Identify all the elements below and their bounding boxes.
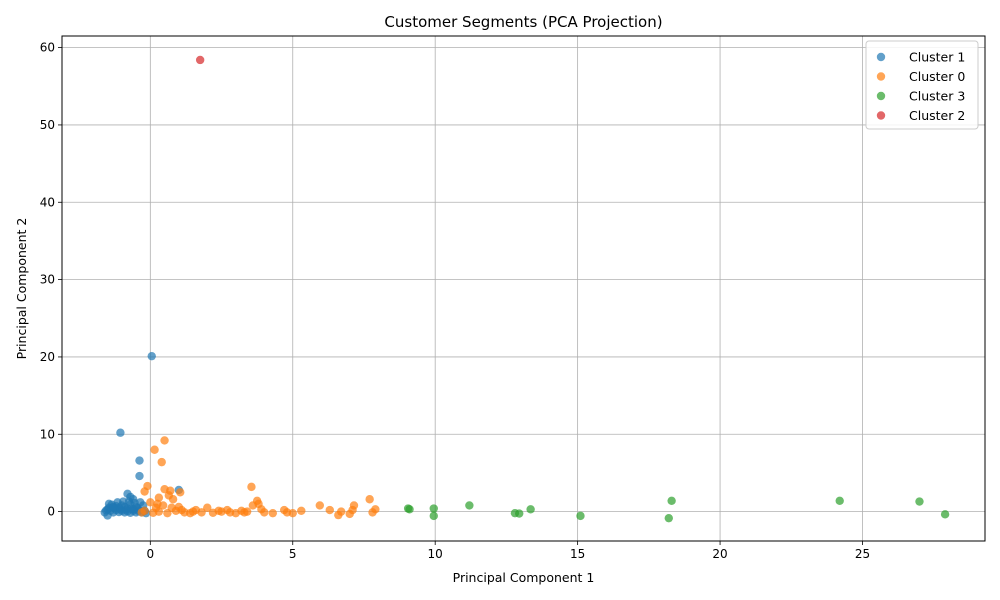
point-cluster-0 — [223, 505, 232, 515]
point-cluster-2 — [195, 55, 205, 65]
legend-marker-cluster-1 — [876, 52, 886, 62]
point-cluster-0 — [297, 506, 306, 516]
point-cluster-0 — [137, 508, 146, 517]
legend-label-cluster-3: Cluster 3 — [909, 89, 965, 104]
point-cluster-0 — [167, 503, 176, 512]
point-cluster-0 — [160, 436, 169, 445]
point-cluster-0 — [185, 508, 195, 518]
point-cluster-3 — [526, 505, 535, 514]
point-cluster-3 — [915, 497, 924, 506]
y-tick-label: 0 — [47, 505, 55, 519]
x-tick-label: 10 — [428, 547, 443, 561]
point-cluster-3 — [664, 513, 673, 523]
x-tick-label: 20 — [712, 547, 727, 561]
legend: Cluster 1 Cluster 0 Cluster 3 Cluster 2 — [865, 40, 979, 130]
point-cluster-0 — [345, 509, 354, 519]
chart-title: Customer Segments (PCA Projection) — [384, 13, 662, 31]
point-cluster-3 — [576, 511, 585, 521]
y-tick-label: 40 — [40, 195, 55, 209]
point-cluster-3 — [667, 496, 676, 505]
point-cluster-1 — [135, 456, 144, 465]
plot-frame — [61, 35, 986, 542]
point-cluster-1 — [109, 502, 118, 512]
point-cluster-0 — [268, 508, 278, 518]
point-cluster-0 — [288, 508, 297, 518]
point-cluster-3 — [429, 504, 438, 513]
point-cluster-0 — [148, 508, 158, 517]
point-cluster-1 — [101, 506, 111, 515]
point-cluster-1 — [124, 497, 134, 506]
point-cluster-3 — [405, 505, 414, 514]
legend-label-cluster-2: Cluster 2 — [909, 108, 965, 123]
point-cluster-3 — [465, 501, 474, 510]
legend-marker-cluster-0 — [876, 72, 886, 81]
y-axis-label: Principal Component 2 — [14, 218, 29, 360]
y-tick-label: 60 — [40, 41, 55, 55]
point-cluster-0 — [140, 487, 149, 496]
point-cluster-0 — [157, 457, 166, 467]
point-cluster-0 — [168, 495, 178, 504]
point-cluster-0 — [177, 505, 186, 515]
point-cluster-0 — [315, 501, 325, 510]
y-tick-label: 50 — [40, 118, 55, 132]
point-cluster-0 — [231, 508, 240, 518]
y-tick-label: 30 — [40, 273, 55, 287]
point-cluster-1 — [135, 471, 144, 481]
point-cluster-3 — [835, 496, 844, 505]
point-cluster-0 — [248, 501, 258, 510]
point-cluster-0 — [240, 508, 249, 517]
point-cluster-0 — [247, 482, 256, 492]
grid — [62, 36, 985, 541]
point-cluster-0 — [368, 508, 377, 517]
y-tick-label: 20 — [40, 350, 55, 364]
x-tick-label: 0 — [146, 547, 154, 561]
legend-label-cluster-0: Cluster 0 — [909, 69, 965, 84]
point-cluster-1 — [116, 428, 125, 437]
point-cluster-0 — [325, 505, 334, 515]
legend-label-cluster-1: Cluster 1 — [909, 50, 965, 65]
point-cluster-1 — [147, 351, 156, 361]
data-points — [100, 55, 950, 523]
x-tick-label: 15 — [570, 547, 585, 561]
x-axis-label: Principal Component 1 — [453, 570, 595, 585]
point-cluster-0 — [153, 499, 162, 509]
x-tick-label: 5 — [289, 547, 297, 561]
point-cluster-0 — [176, 488, 185, 497]
point-cluster-0 — [257, 505, 266, 514]
point-cluster-0 — [214, 506, 223, 516]
point-cluster-3 — [429, 511, 438, 521]
point-cluster-0 — [150, 445, 159, 454]
point-cluster-3 — [940, 510, 950, 519]
axis-ticks: 0 5 10 15 20 25 0 10 20 30 40 50 60 — [40, 41, 870, 561]
legend-marker-cluster-2 — [876, 111, 886, 120]
point-cluster-0 — [203, 503, 212, 512]
point-cluster-0 — [146, 498, 155, 507]
point-cluster-0 — [365, 495, 374, 504]
legend-box — [865, 40, 979, 130]
point-cluster-0 — [334, 510, 343, 520]
x-tick-label: 25 — [855, 547, 870, 561]
y-tick-label: 10 — [40, 427, 55, 441]
legend-marker-cluster-3 — [876, 91, 886, 101]
point-cluster-3 — [515, 509, 524, 518]
